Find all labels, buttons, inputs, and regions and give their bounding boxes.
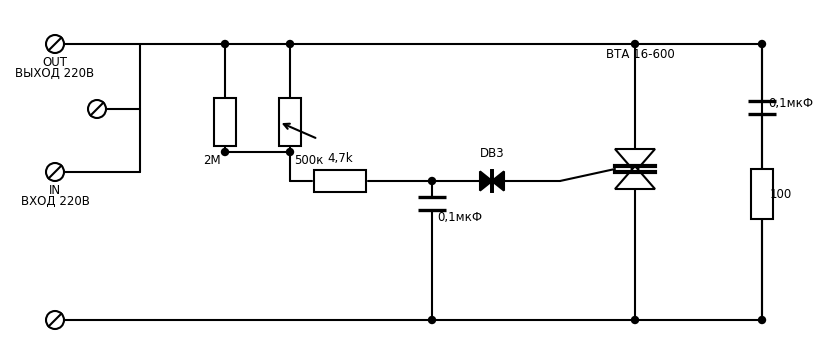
Circle shape [287, 149, 294, 155]
Circle shape [759, 40, 765, 47]
Circle shape [759, 317, 765, 324]
Circle shape [221, 149, 229, 155]
Text: ВХОД 220В: ВХОД 220В [20, 195, 90, 208]
Polygon shape [615, 166, 655, 189]
Text: 0,1мкФ: 0,1мкФ [437, 211, 482, 224]
Circle shape [428, 317, 435, 324]
Text: ВЫХОД 220В: ВЫХОД 220В [15, 67, 94, 80]
Circle shape [428, 178, 435, 185]
Text: IN: IN [49, 184, 61, 197]
Bar [279, 98, 301, 146]
Bar [751, 169, 773, 219]
Text: OUT: OUT [42, 56, 68, 69]
Bar [314, 170, 366, 192]
Text: 0,1мкФ: 0,1мкФ [768, 98, 813, 111]
Text: 2М: 2М [204, 154, 221, 167]
Circle shape [221, 40, 229, 47]
Text: 500к: 500к [294, 154, 323, 167]
Text: 100: 100 [770, 187, 792, 201]
Polygon shape [492, 171, 504, 191]
Bar [214, 98, 236, 146]
Text: 4,7k: 4,7k [327, 152, 352, 165]
Circle shape [287, 40, 294, 47]
Text: ВТА 16-600: ВТА 16-600 [606, 48, 674, 61]
Polygon shape [480, 171, 492, 191]
Circle shape [632, 317, 638, 324]
Polygon shape [615, 149, 655, 172]
Text: DB3: DB3 [479, 147, 505, 160]
Circle shape [632, 40, 638, 47]
